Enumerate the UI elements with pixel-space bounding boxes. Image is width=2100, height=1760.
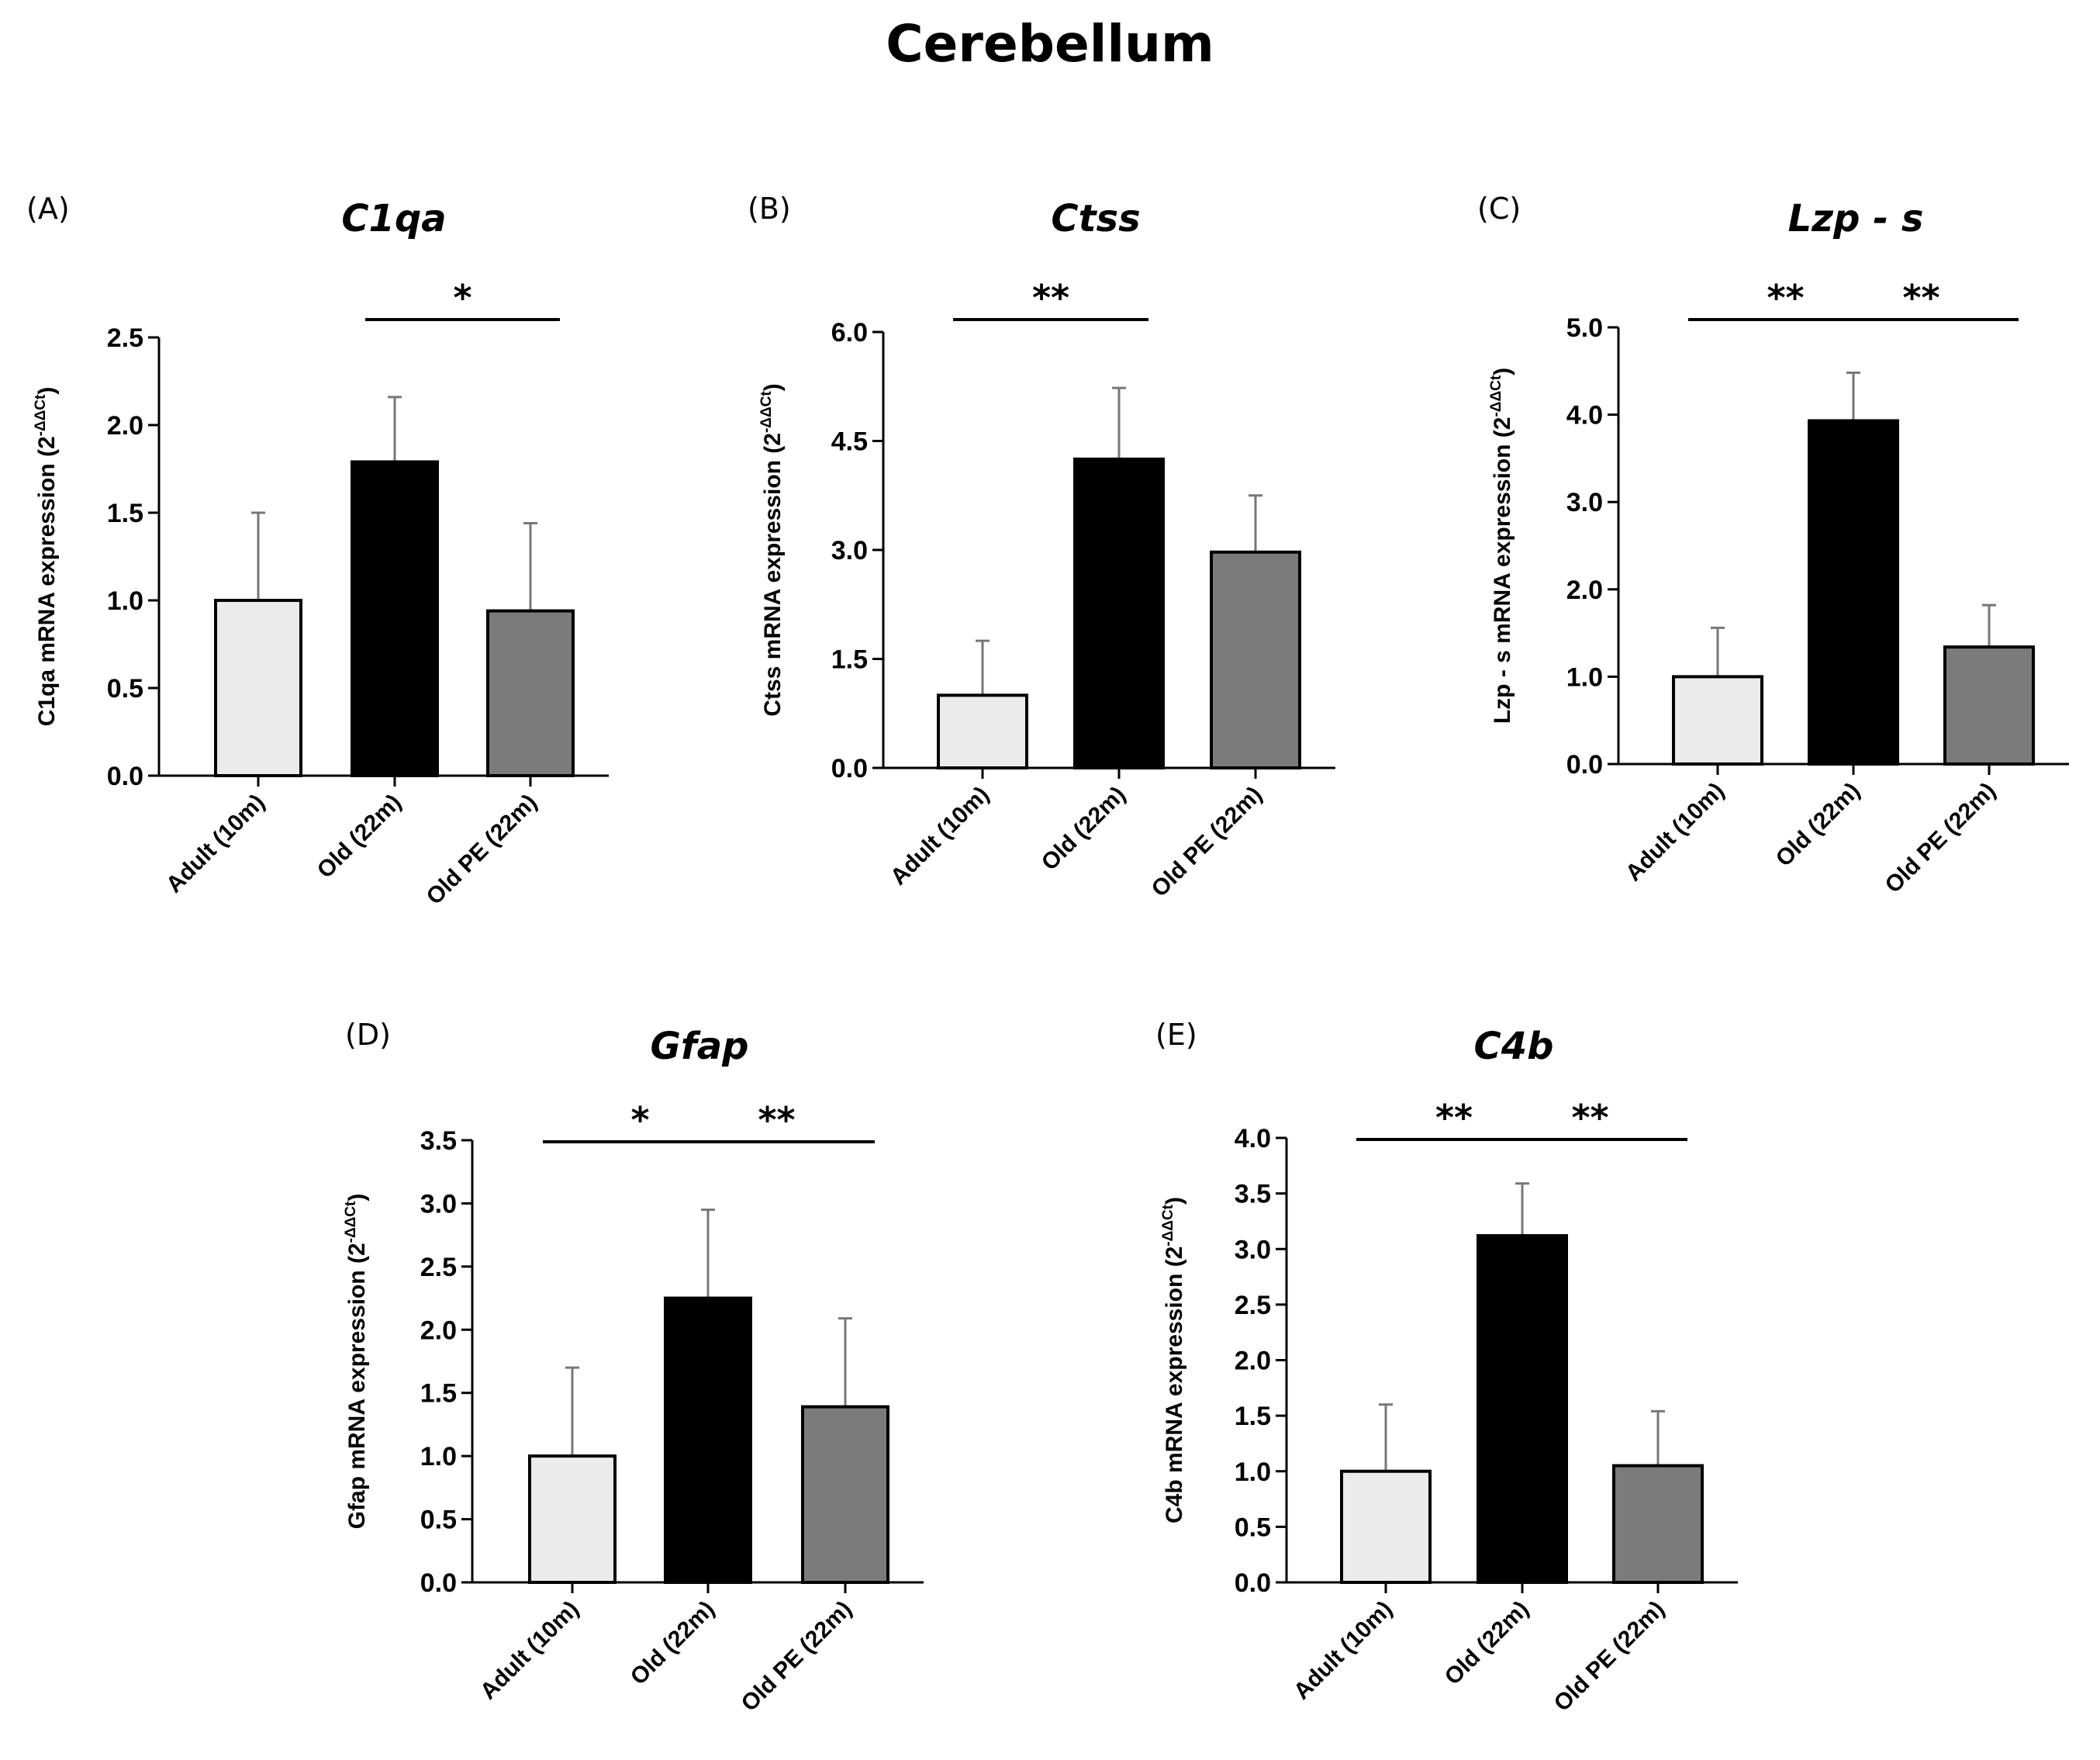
x-category-label: Old (22m) [1771, 778, 1865, 872]
chart-panel-5: (E) C4b 0.0 0.5 1.0 1.5 2.0 2.5 3.0 3.5 4.0 Adult (… [1155, 1018, 1738, 1717]
significance-label: ** [1767, 277, 1804, 319]
y-tick-label: 6.0 [831, 318, 868, 348]
figure-title: Cerebellum [886, 14, 1214, 74]
y-tick-label: 1.5 [420, 1379, 457, 1409]
x-category-label: Old PE (22m) [1549, 1596, 1670, 1717]
y-tick-label: 0.0 [1235, 1568, 1271, 1598]
y-tick-label: 4.0 [1566, 401, 1603, 430]
y-tick-label: 0.0 [831, 754, 868, 783]
y-tick-label: 4.0 [1235, 1124, 1271, 1153]
x-category-label: Old PE (22m) [422, 790, 542, 910]
y-tick-label: 1.5 [107, 499, 143, 528]
bar-2 [1073, 457, 1165, 770]
y-tick-label: 1.0 [1566, 662, 1603, 692]
y-tick-label: 1.0 [1235, 1457, 1271, 1487]
bar-3 [486, 609, 575, 777]
y-axis-title: C1qa mRNA expression (2-ΔΔCt) [33, 387, 60, 727]
bar-2 [1477, 1234, 1568, 1585]
y-tick-label: 1.0 [107, 586, 143, 616]
bar-1 [1672, 675, 1763, 766]
y-tick-label: 3.0 [831, 536, 868, 565]
y-tick-label: 0.5 [420, 1506, 457, 1535]
chart-title: Gfap [650, 1025, 748, 1068]
x-category-label: Old PE (22m) [1881, 778, 2001, 898]
significance-label: ** [1571, 1097, 1608, 1139]
x-category-label: Old (22m) [626, 1596, 720, 1690]
y-axis-title: Lzp - s mRNA expression (2-ΔΔCt) [1488, 368, 1515, 724]
y-tick-label: 2.0 [1566, 576, 1603, 605]
y-tick-label: 5.0 [1566, 313, 1603, 343]
y-axis-title: C4b mRNA expression (2-ΔΔCt) [1160, 1197, 1187, 1523]
bar-1 [214, 599, 302, 777]
significance-label: * [453, 277, 471, 319]
y-tick-label: 1.5 [1235, 1402, 1271, 1431]
chart-panel-2: (B) Ctss 0.0 1.5 3.0 4.5 6.0 Adult (10m) Old (22… [748, 192, 1335, 902]
x-category-label: Adult (10m) [1289, 1596, 1397, 1705]
x-category-label: Adult (10m) [1621, 778, 1729, 887]
x-category-label: Adult (10m) [161, 790, 270, 898]
x-category-label: Old PE (22m) [737, 1596, 857, 1717]
y-tick-label: 3.0 [1566, 488, 1603, 517]
y-tick-label: 1.5 [831, 645, 868, 675]
bar-3 [801, 1405, 889, 1584]
y-tick-label: 4.5 [831, 427, 868, 457]
y-tick-label: 0.0 [420, 1568, 457, 1598]
y-tick-label: 0.0 [107, 762, 143, 791]
chart-panel-3: (C) Lzp - s 0.0 1.0 2.0 3.0 4.0 5.0 Adult (10m) O… [1477, 192, 2069, 898]
y-tick-label: 3.5 [420, 1126, 457, 1156]
y-axis-title: Ctss mRNA expression (2-ΔΔCt) [758, 383, 786, 716]
panel-letter: (C) [1477, 192, 1521, 226]
significance-label: ** [1902, 277, 1939, 319]
y-tick-label: 2.0 [107, 411, 143, 441]
bar-3 [1210, 550, 1301, 769]
significance-label: ** [1435, 1097, 1473, 1139]
bar-2 [664, 1296, 752, 1584]
bar-1 [528, 1454, 617, 1584]
y-tick-label: 2.5 [420, 1253, 457, 1282]
bar-1 [937, 693, 1028, 769]
chart-title: C1qa [341, 197, 446, 240]
y-axis-title: Gfap mRNA expression (2-ΔΔCt) [343, 1194, 370, 1530]
bar-1 [1340, 1469, 1432, 1584]
x-category-label: Old (22m) [313, 790, 406, 883]
panel-letter: (E) [1155, 1018, 1197, 1052]
y-tick-label: 2.5 [1235, 1291, 1271, 1320]
significance-label: ** [758, 1099, 795, 1141]
bar-2 [1808, 419, 1899, 766]
bar-3 [1612, 1464, 1704, 1585]
y-tick-label: 3.0 [420, 1189, 457, 1219]
bar-3 [1943, 645, 2035, 766]
x-category-label: Adult (10m) [475, 1596, 584, 1705]
y-tick-label: 3.0 [1235, 1235, 1271, 1264]
chart-panel-4: (D) Gfap 0.0 0.5 1.0 1.5 2.0 2.5 3.0 3.5 Adult (10… [343, 1018, 924, 1717]
bar-2 [351, 460, 439, 778]
y-tick-label: 2.5 [107, 323, 143, 353]
chart-title: Ctss [1051, 197, 1140, 240]
panel-letter: (B) [748, 192, 791, 226]
chart-panel-1: (A) C1qa 0.0 0.5 1.0 1.5 2.0 2.5 Adult (10m) Old … [26, 192, 609, 910]
y-tick-label: 1.0 [420, 1442, 457, 1471]
x-category-label: Old (22m) [1440, 1596, 1534, 1690]
significance-label: ** [1032, 277, 1069, 319]
x-category-label: Old (22m) [1037, 782, 1131, 876]
chart-title: C4b [1474, 1025, 1554, 1068]
panel-letter: (D) [345, 1018, 391, 1052]
chart-title: Lzp - s [1788, 197, 1924, 240]
panel-letter: (A) [26, 192, 70, 226]
y-tick-label: 3.5 [1235, 1180, 1271, 1209]
y-tick-label: 0.5 [107, 674, 143, 704]
significance-label: * [630, 1099, 649, 1141]
x-category-label: Old PE (22m) [1147, 782, 1267, 902]
y-tick-label: 0.0 [1566, 750, 1603, 780]
x-category-label: Adult (10m) [886, 782, 994, 890]
y-tick-label: 0.5 [1235, 1513, 1271, 1542]
y-tick-label: 2.0 [420, 1316, 457, 1345]
y-tick-label: 2.0 [1235, 1347, 1271, 1376]
